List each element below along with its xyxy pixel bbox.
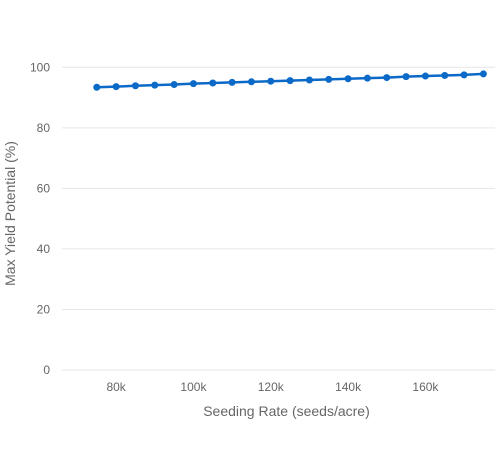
data-point[interactable] bbox=[479, 70, 487, 78]
data-point[interactable] bbox=[209, 79, 217, 87]
data-point[interactable] bbox=[383, 74, 391, 82]
data-point[interactable] bbox=[325, 75, 333, 83]
data-point[interactable] bbox=[305, 76, 313, 84]
series-layer bbox=[93, 70, 487, 91]
y-tick-label: 20 bbox=[37, 302, 51, 316]
x-axis-ticks: 80k 100k 120k 140k 160k bbox=[106, 380, 439, 394]
x-axis-title: Seeding Rate (seeds/acre) bbox=[203, 403, 370, 419]
data-point[interactable] bbox=[189, 80, 197, 88]
x-tick-label: 80k bbox=[106, 380, 126, 394]
y-tick-label: 60 bbox=[37, 181, 51, 195]
data-point[interactable] bbox=[344, 75, 352, 83]
y-tick-label: 80 bbox=[37, 121, 51, 135]
data-point[interactable] bbox=[93, 83, 101, 91]
data-point[interactable] bbox=[131, 82, 139, 90]
y-tick-label: 0 bbox=[43, 363, 50, 377]
grid-lines bbox=[62, 66, 495, 371]
y-axis-ticks: 0 20 40 60 80 100 bbox=[30, 60, 50, 377]
x-tick-label: 160k bbox=[412, 380, 439, 394]
data-point[interactable] bbox=[363, 74, 371, 82]
data-point[interactable] bbox=[421, 72, 429, 80]
data-point[interactable] bbox=[228, 78, 236, 86]
y-axis-title: Max Yield Potential (%) bbox=[2, 141, 18, 286]
x-tick-label: 100k bbox=[180, 380, 207, 394]
data-point[interactable] bbox=[151, 81, 159, 89]
x-tick-label: 120k bbox=[258, 380, 285, 394]
data-point[interactable] bbox=[170, 81, 178, 89]
data-point[interactable] bbox=[112, 83, 120, 91]
data-point[interactable] bbox=[402, 73, 410, 81]
data-point[interactable] bbox=[286, 77, 294, 85]
y-tick-label: 100 bbox=[30, 60, 50, 74]
data-point[interactable] bbox=[267, 77, 275, 85]
x-tick-label: 140k bbox=[335, 380, 362, 394]
data-point[interactable] bbox=[460, 71, 468, 79]
data-point[interactable] bbox=[247, 78, 255, 86]
data-point[interactable] bbox=[441, 71, 449, 79]
y-tick-label: 40 bbox=[37, 242, 51, 256]
